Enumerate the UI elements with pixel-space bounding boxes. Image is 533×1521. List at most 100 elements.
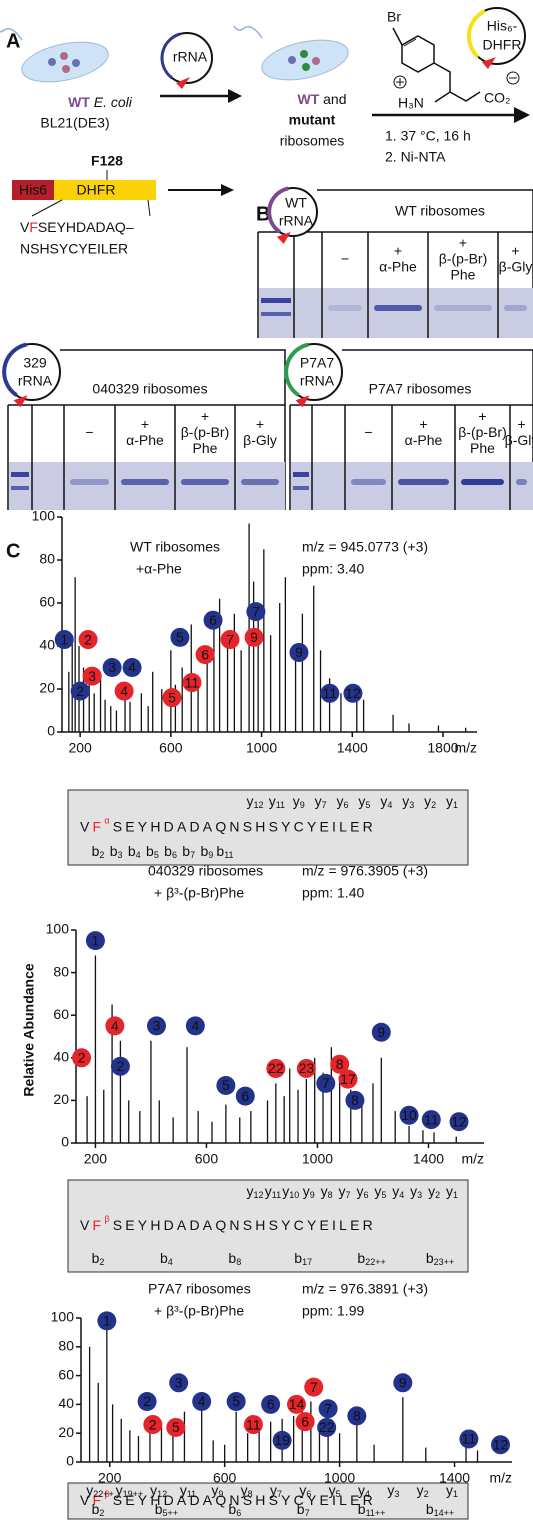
fragment-ion: y12 [246,793,263,811]
fragment-ion: b23++ [426,1250,454,1268]
x-axis-label: m/z [489,1470,512,1486]
fragment-ion: y1 [446,793,458,811]
y-tick-label: 100 [46,921,70,937]
ion-number: 9 [377,1024,385,1040]
ion-number: 6 [241,1088,249,1104]
ion-marker [203,610,223,630]
fragment-ion: y4 [358,1482,370,1500]
ion-number: 3 [88,668,96,684]
plasmid-label: rRNA [300,373,335,389]
fragment-ion: y5 [374,1183,386,1201]
lane-header: − [85,424,93,440]
ion-number: 12 [493,1436,509,1452]
cell [0,28,109,83]
ion-number: 8 [353,1408,361,1424]
ppm: ppm: 3.40 [302,561,364,577]
x-tick-label: 200 [84,1151,108,1167]
ladder-band [11,486,29,490]
fragment-ion: y1 [446,1183,458,1201]
precursor-mz: m/z = 976.3891 (+3) [302,1281,428,1297]
fragment-ion: b4 [128,843,141,861]
ion-marker [72,1048,92,1068]
plasmid-label: DHFR [483,37,522,53]
lane-header: β-Gly [499,259,533,275]
x-tick-label: 1400 [337,740,368,756]
ion-marker [105,1016,125,1036]
ion-marker [343,683,363,703]
ion-marker [220,630,240,650]
plasmid-arrow [482,57,496,69]
x-tick-label: 1000 [324,1470,355,1486]
ribosome [62,65,70,73]
cell [233,25,349,81]
plasmid: rRNA [160,32,213,89]
ion-marker [235,1086,255,1106]
y-tick-label: 20 [58,1424,74,1440]
lane-header: β-Gly [243,432,277,448]
bond [403,38,417,47]
ribosome [312,57,320,65]
ion-marker [304,1377,324,1397]
residue: F [93,1492,105,1508]
ladder-band [261,312,291,316]
plasmid-label: rRNA [279,213,314,229]
ion-number: 22 [319,1419,335,1435]
y-tick-label: 20 [53,1091,69,1107]
ribosome [72,59,80,67]
plasmid-name: P7A7 [300,355,334,371]
fragment-ion: y2 [424,793,436,811]
wt: WT [297,91,319,107]
strain: WT E. coli [68,94,133,110]
residue: β [104,1489,112,1499]
y-tick-label: 40 [58,1395,74,1411]
lane-header: + [394,243,402,259]
ion-marker [110,1056,130,1076]
amine: H₃N [398,95,424,111]
ion-marker [316,1073,336,1093]
ribosome [60,52,68,60]
lane-header: + [419,416,427,432]
ion-marker [287,1394,306,1414]
x-tick-label: 600 [213,1470,237,1486]
y-axis-label: Relative Abundance [21,963,37,1097]
ion-marker [226,1392,246,1412]
ion-marker [192,1392,212,1412]
ion-marker [70,681,90,701]
ion-marker [170,627,190,647]
ion-number: 6 [209,612,217,628]
ribosome [288,56,296,64]
ion-number: 12 [451,1113,467,1129]
ion-number: 5 [172,1419,180,1435]
lane-header: + [459,235,467,251]
ion-number: 2 [78,1050,86,1066]
ion-number: 14 [289,1396,305,1412]
fragment-ion: y9 [211,1482,223,1500]
lane-header: β-(p-Br) [458,424,507,440]
y-tick-label: 0 [66,1453,74,1469]
carboxylate: CO₂ [484,90,510,106]
ribosomes: ribosomes [280,133,345,149]
lane-header: + [256,416,264,432]
fragment-ion: y7 [339,1183,351,1201]
plasmid-label: rRNA [173,49,208,65]
ion-number: 1 [103,1313,111,1329]
fragment-ion: y4 [380,793,392,811]
ion-marker [289,642,309,662]
ribosome [48,58,56,66]
fragment-ion: y12 [150,1482,167,1500]
fragment-ion: y5 [329,1482,341,1500]
plasmid-arc [466,9,486,59]
precursor-mz: m/z = 976.3905 (+3) [302,863,428,879]
plasmid-name: WT [285,195,307,211]
residue: SEYHDADAQNSHSYCYEILER [113,1492,376,1508]
plus-sign [396,78,404,86]
mutant: mutant [289,112,336,128]
gel-band [398,479,449,485]
ion-marker [393,1373,413,1393]
ion-number: 7 [310,1379,318,1395]
y-tick-label: 80 [58,1338,74,1354]
ion-marker [399,1105,419,1125]
fragment-ion: y6 [356,1183,368,1201]
plasmid-arrow [295,395,310,408]
